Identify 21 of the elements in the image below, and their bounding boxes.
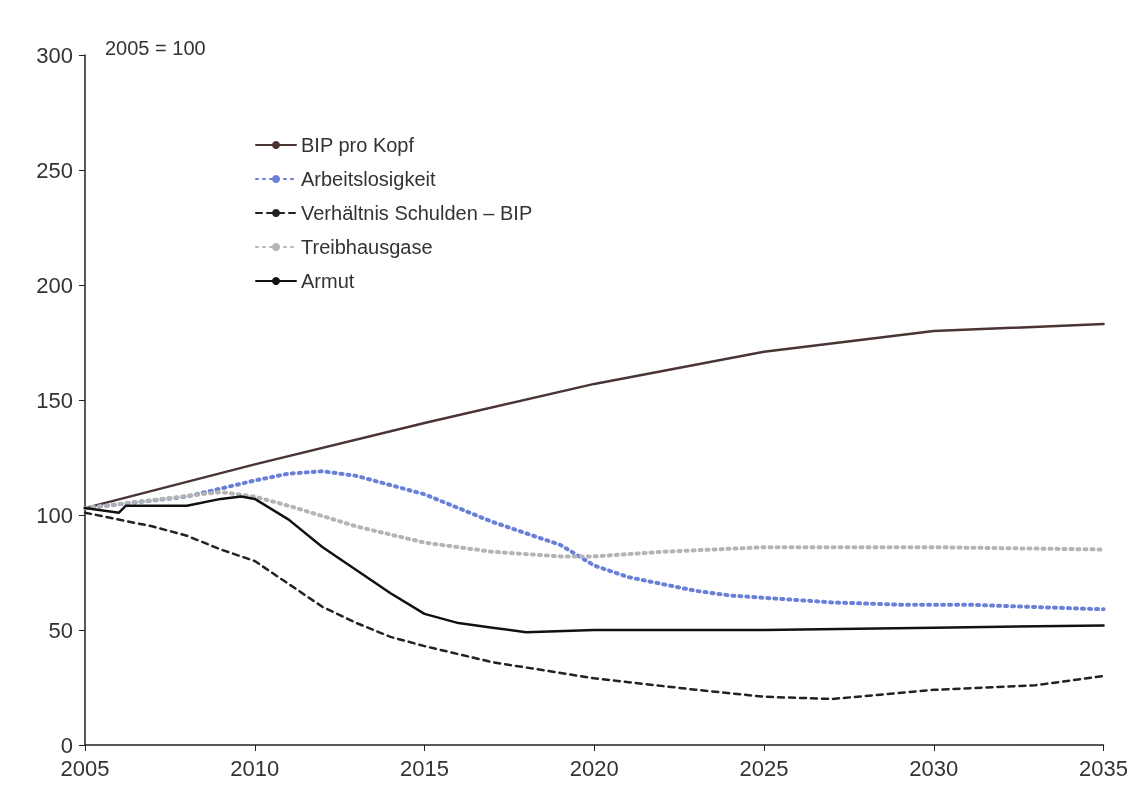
- y-tick-label: 100: [36, 502, 73, 528]
- x-tick-label: 2025: [739, 755, 789, 781]
- x-tick-label: 2015: [400, 755, 449, 781]
- y-tick-label: 250: [36, 157, 73, 183]
- y-tick-label: 200: [36, 272, 73, 298]
- annotation: 2005 = 100: [105, 37, 206, 59]
- y-tick-label: 300: [36, 42, 73, 68]
- y-tick-label: 150: [36, 387, 73, 413]
- y-tick-label: 0: [60, 732, 73, 758]
- y-tick-label: 50: [48, 617, 73, 643]
- x-tick-label: 2030: [909, 755, 959, 781]
- x-tick-label: 2020: [569, 755, 619, 781]
- x-tick-label: 2010: [230, 755, 280, 781]
- line-series: [83, 495, 1105, 634]
- legend-label: Armut: [301, 270, 355, 292]
- legend-label: BIP pro Kopf: [301, 134, 415, 156]
- x-tick-label: 2005: [60, 755, 110, 781]
- legend-label: Verhältnis Schulden – BIP: [301, 202, 533, 224]
- legend-label: Arbeitslosigkeit: [301, 168, 436, 190]
- legend-label: Treibhausgase: [301, 236, 433, 258]
- x-tick-label: 2035: [1079, 755, 1129, 781]
